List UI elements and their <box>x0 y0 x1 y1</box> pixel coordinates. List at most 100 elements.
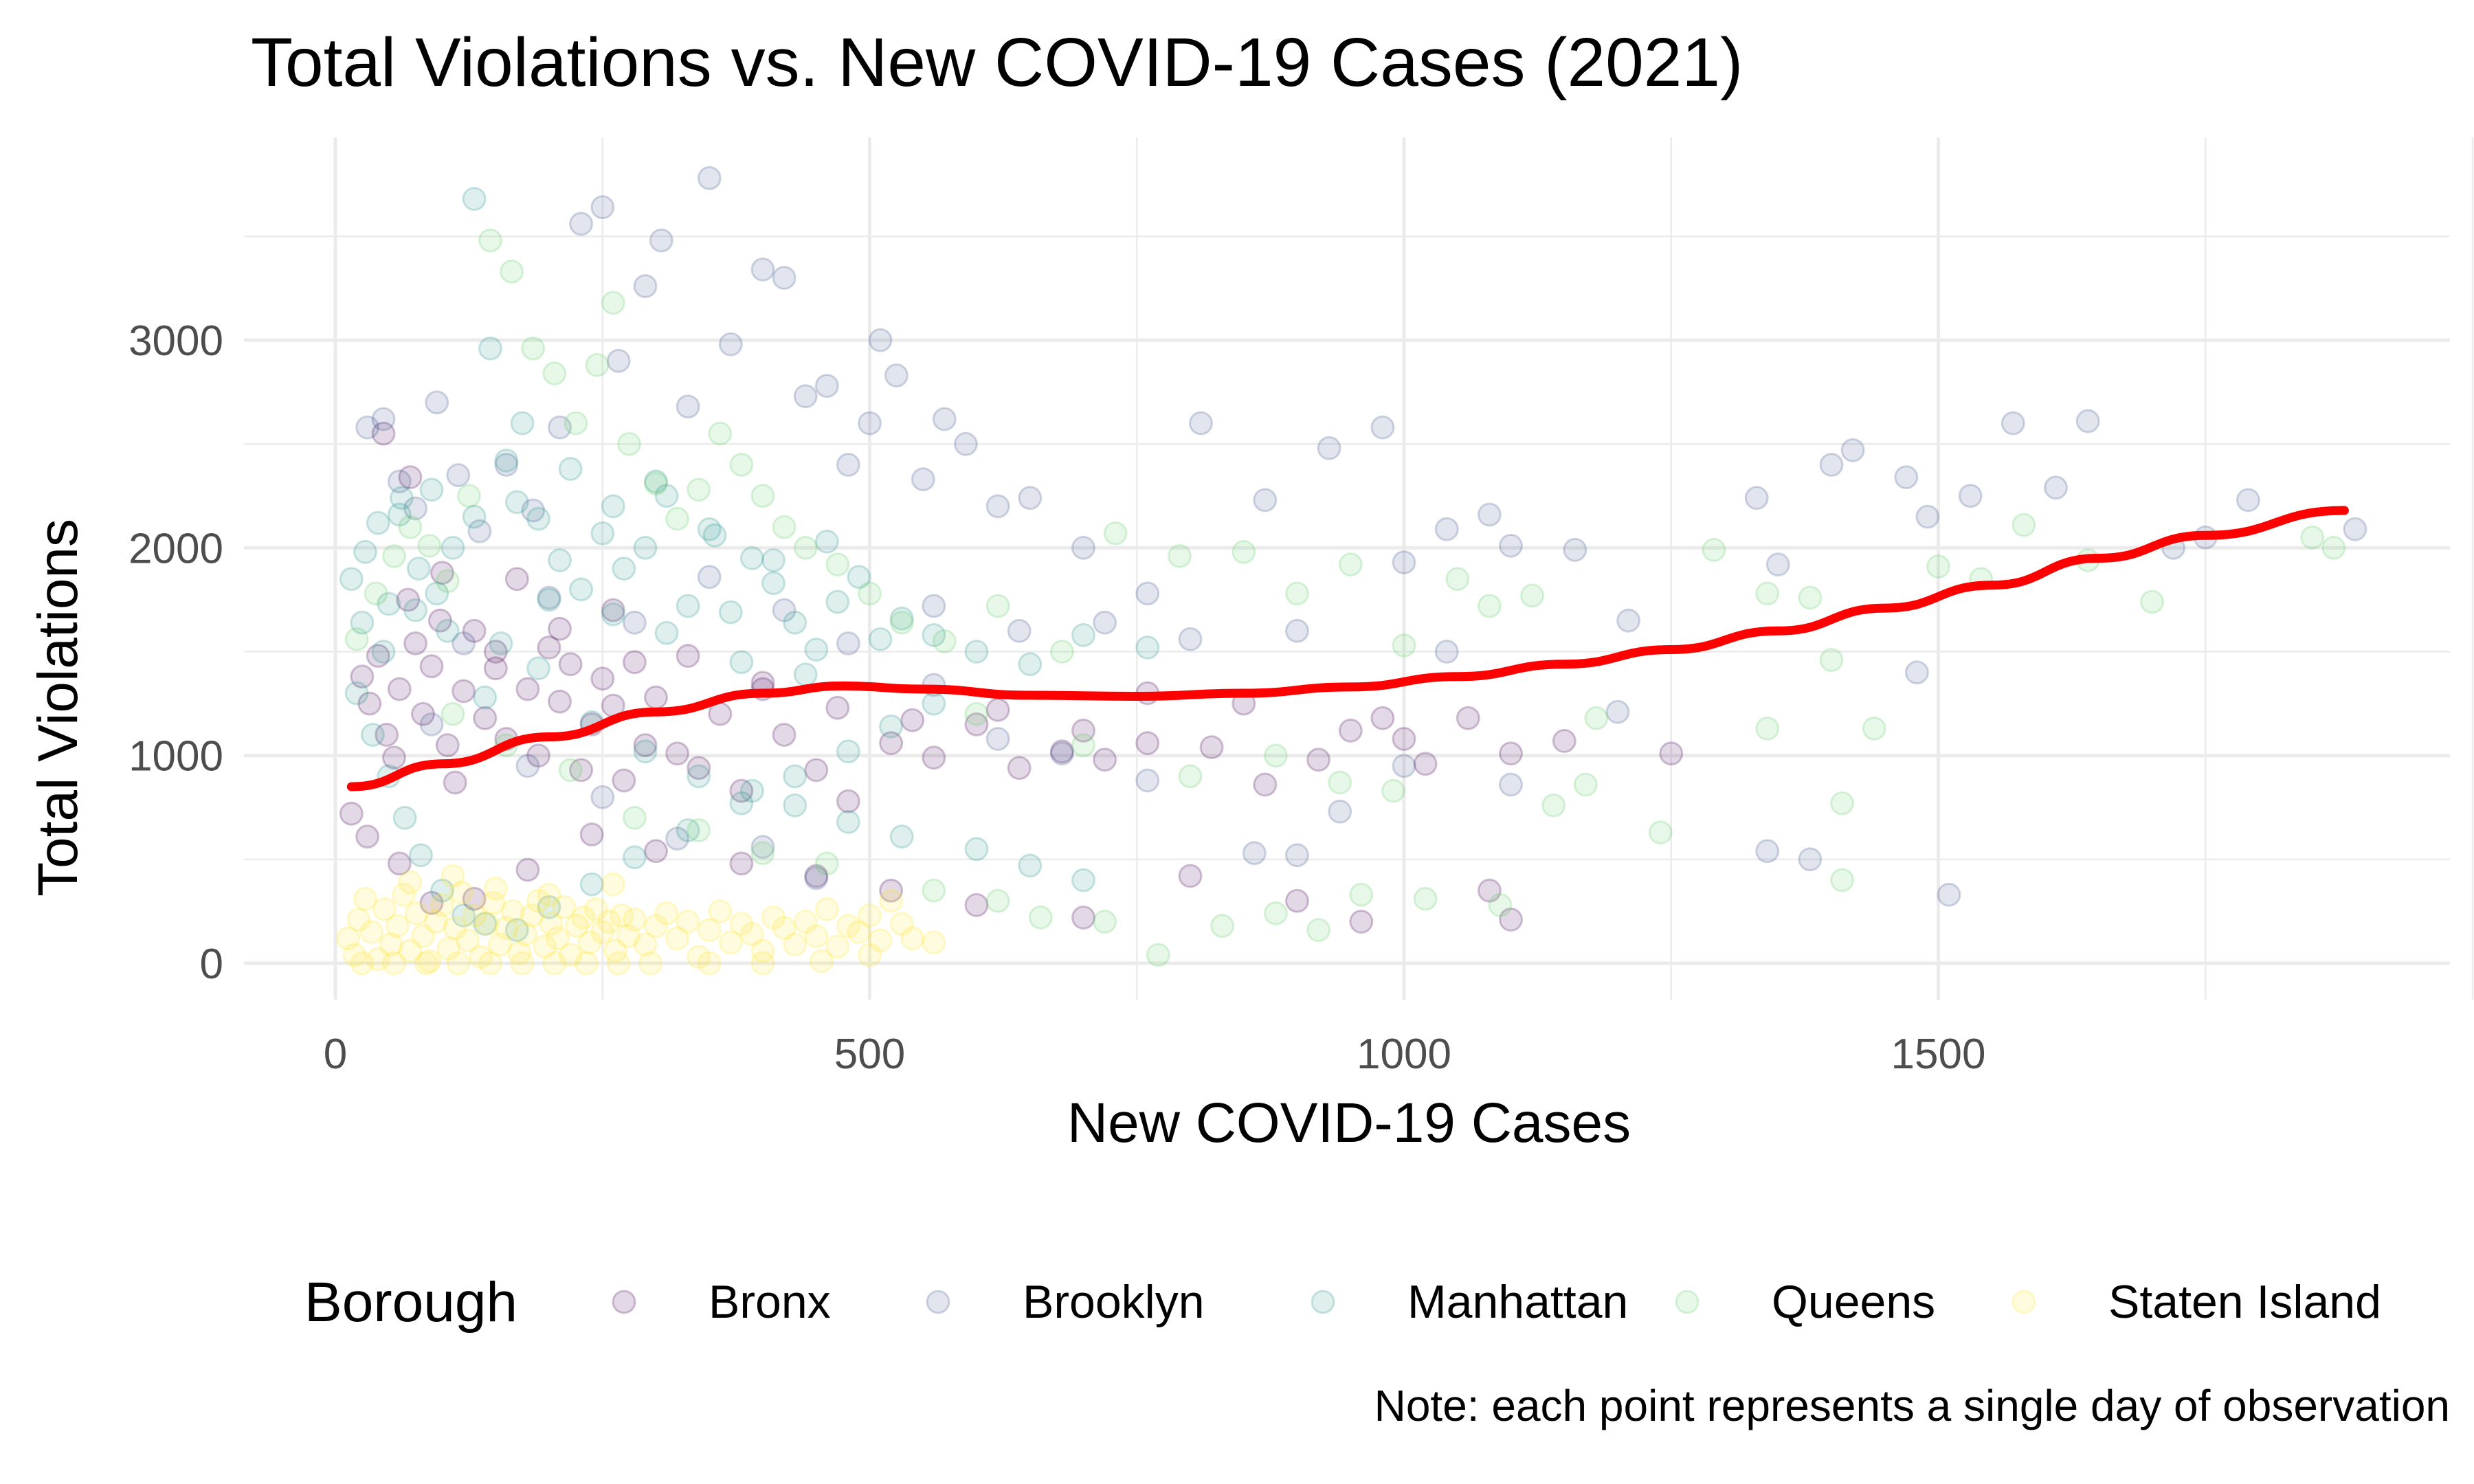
data-point-manhattan <box>879 714 904 739</box>
data-point-queens <box>435 569 460 594</box>
data-point-queens <box>1232 539 1256 564</box>
data-point-brooklyn <box>633 274 658 298</box>
data-point-brooklyn <box>2001 411 2025 436</box>
data-point-brooklyn <box>1894 465 1919 490</box>
data-point-manhattan <box>504 490 529 515</box>
data-point-manhattan <box>847 565 871 589</box>
data-point-brooklyn <box>1915 504 1940 529</box>
legend-item-staten-island: Staten Island <box>2011 1276 2381 1328</box>
data-point-staten-island <box>750 951 775 976</box>
data-point-queens <box>985 888 1010 913</box>
x-axis-title: New COVID-19 Cases <box>1067 1092 1631 1154</box>
data-point-queens <box>441 701 465 726</box>
data-point-manhattan <box>868 627 893 651</box>
data-point-staten-island <box>510 951 535 976</box>
data-point-manhattan <box>392 805 417 830</box>
legend-item-manhattan: Manhattan <box>1311 1276 1628 1328</box>
data-point-queens <box>500 259 524 284</box>
data-point-staten-island <box>507 941 531 965</box>
data-point-staten-island <box>571 906 596 930</box>
data-point-manhattan <box>387 502 412 527</box>
data-point-queens <box>814 851 839 876</box>
data-point-staten-island <box>353 886 377 911</box>
data-point-queens <box>1477 594 1502 618</box>
data-point-brooklyn <box>1937 882 1961 907</box>
data-point-staten-island <box>372 897 397 921</box>
data-point-queens <box>478 228 502 253</box>
x-tick-label: 1500 <box>1891 1031 1986 1078</box>
data-point-queens <box>417 533 442 558</box>
data-point-manhattan <box>964 640 989 664</box>
data-point-bronx <box>1049 739 1074 764</box>
data-point-queens <box>1285 581 1309 606</box>
data-point-bronx <box>1285 888 1309 913</box>
data-point-queens <box>1071 733 1095 758</box>
data-point-queens <box>1830 791 1854 816</box>
data-point-manhattan <box>1018 853 1043 878</box>
data-point-manhattan <box>590 521 615 546</box>
data-point-brooklyn <box>467 519 492 543</box>
data-point-manhattan <box>377 592 401 616</box>
data-point-staten-island <box>810 949 834 974</box>
data-point-queens <box>1413 886 1438 911</box>
data-point-staten-island <box>359 920 384 945</box>
data-point-staten-island <box>638 951 663 976</box>
data-point-bronx <box>1199 735 1224 760</box>
data-point-queens <box>1349 882 1374 907</box>
chart-caption: Note: each point represents a single day… <box>1374 1381 2450 1430</box>
data-point-queens <box>1049 640 1074 664</box>
data-point-bronx <box>396 587 421 612</box>
data-point-bronx <box>375 723 399 747</box>
data-point-bronx <box>590 666 615 691</box>
data-point-queens <box>750 841 775 866</box>
data-point-manhattan <box>1071 622 1095 647</box>
data-point-manhattan <box>419 477 444 502</box>
data-point-staten-island <box>558 943 583 967</box>
data-point-manhattan <box>526 506 550 531</box>
data-point-bronx <box>537 636 561 660</box>
data-point-staten-island <box>483 876 508 901</box>
data-point-bronx <box>1135 731 1160 756</box>
data-point-manhattan <box>687 764 711 789</box>
data-point-manhattan <box>441 535 465 560</box>
data-point-staten-island <box>456 928 480 953</box>
data-point-bronx <box>1093 747 1117 772</box>
data-point-manhattan <box>403 598 428 622</box>
data-point-bronx <box>612 768 636 793</box>
data-point-brooklyn <box>804 866 829 890</box>
data-point-staten-island <box>430 892 454 917</box>
data-point-bronx <box>1349 910 1374 934</box>
data-point-brooklyn <box>403 496 428 521</box>
data-point-staten-island <box>739 922 764 947</box>
data-point-manhattan <box>430 878 454 903</box>
data-point-manhattan <box>836 739 860 764</box>
data-point-queens <box>1178 764 1203 789</box>
data-point-bronx <box>558 652 583 677</box>
data-point-manhattan <box>729 650 754 675</box>
data-point-bronx <box>1306 747 1331 772</box>
data-point-brooklyn <box>1605 699 1630 724</box>
data-point-brooklyn <box>793 384 818 409</box>
data-point-brooklyn <box>1317 436 1341 460</box>
data-point-staten-island <box>494 916 519 941</box>
data-point-manhattan <box>406 556 431 581</box>
data-point-bronx <box>443 770 467 795</box>
data-point-manhattan <box>389 486 414 510</box>
data-point-manhattan <box>889 824 914 849</box>
data-point-bronx <box>922 745 946 770</box>
data-point-queens <box>558 758 583 783</box>
data-point-staten-island <box>414 951 438 976</box>
data-point-manhattan <box>366 510 390 535</box>
data-point-manhattan <box>739 778 764 803</box>
data-point-bronx <box>411 701 435 726</box>
legend-item-queens: Queens <box>1675 1276 1935 1328</box>
data-point-manhattan <box>644 469 668 494</box>
legend-label: Brooklyn <box>1023 1276 1205 1328</box>
data-point-queens <box>364 581 388 606</box>
data-point-queens <box>2321 535 2346 560</box>
data-point-staten-island <box>513 922 538 947</box>
data-point-staten-island <box>336 926 361 951</box>
data-point-staten-island <box>697 918 722 943</box>
data-point-bronx <box>1413 752 1438 776</box>
